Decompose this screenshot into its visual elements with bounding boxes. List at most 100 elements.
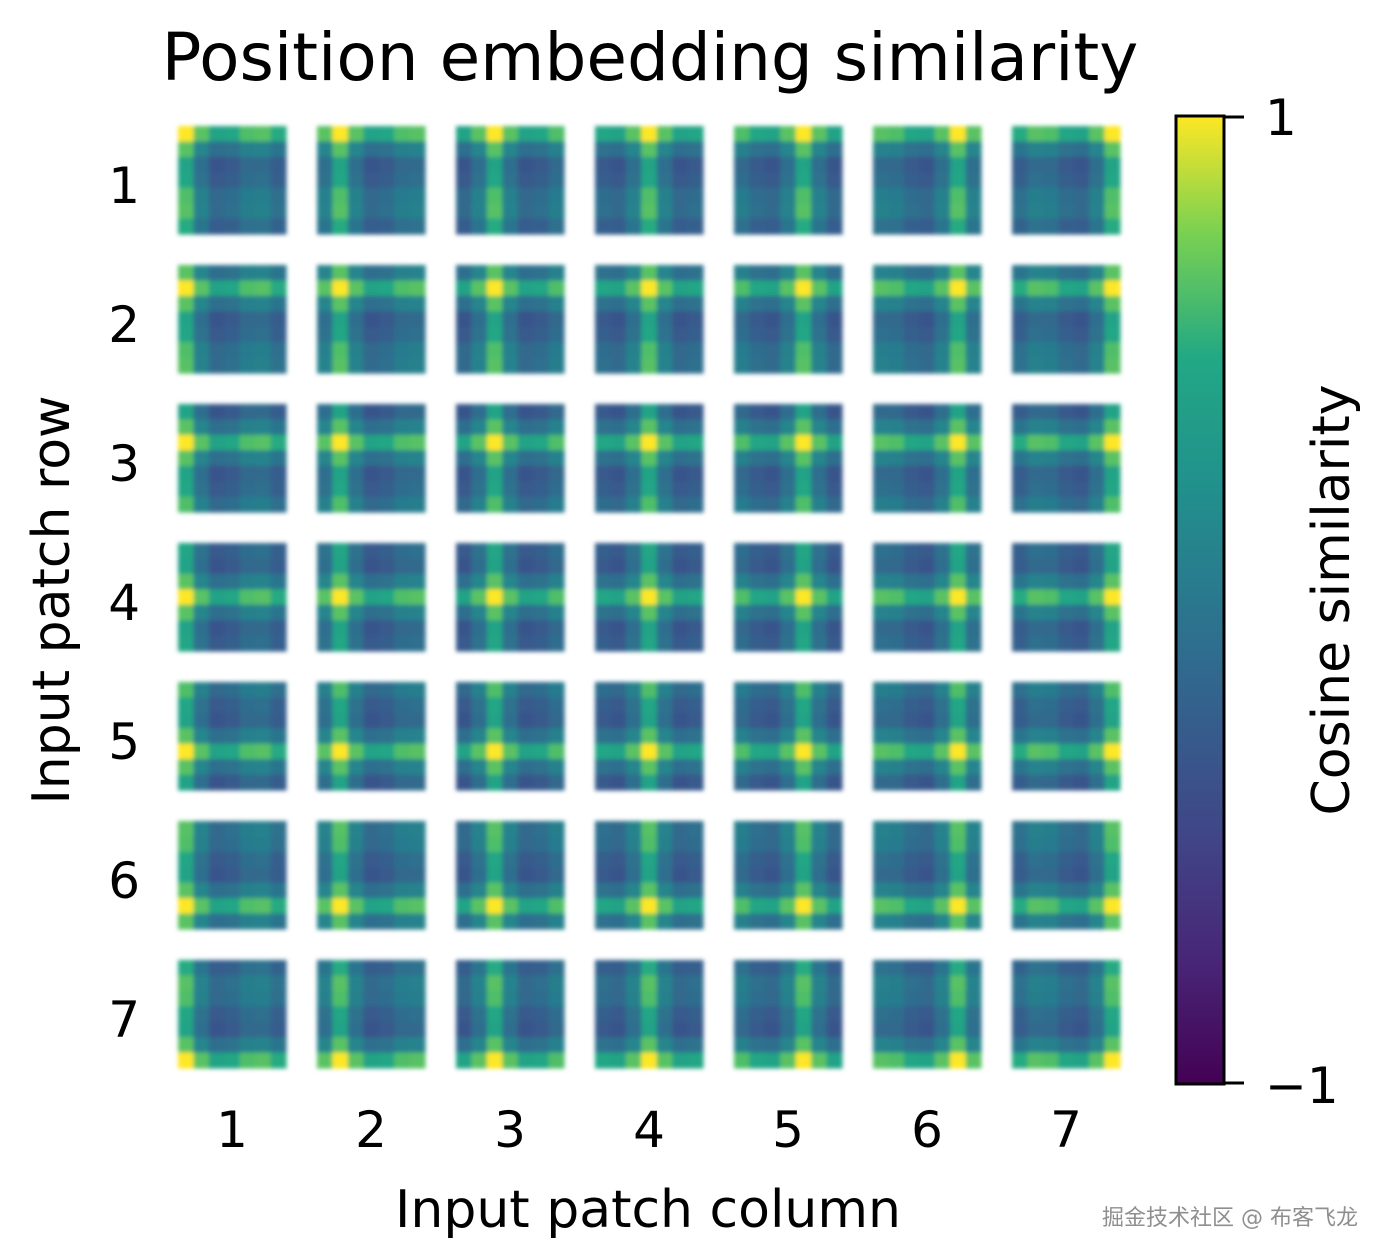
heatmap-pixel <box>1058 543 1075 560</box>
heatmap-pixel <box>456 743 473 760</box>
heatmap-pixel <box>193 543 210 560</box>
heatmap-pixel <box>1042 898 1059 915</box>
heatmap-pixel <box>533 573 550 590</box>
heatmap-pixel <box>965 712 982 729</box>
subplot-r4-c3 <box>456 543 565 652</box>
heatmap-pixel <box>764 1021 781 1038</box>
heatmap-pixel <box>934 311 951 328</box>
heatmap-pixel <box>934 265 951 282</box>
heatmap-pixel <box>1042 203 1059 220</box>
heatmap-pixel <box>517 635 534 652</box>
heatmap-pixel <box>317 604 334 621</box>
heatmap-pixel <box>795 404 812 421</box>
heatmap-pixel <box>224 218 241 235</box>
heatmap-pixel <box>533 960 550 977</box>
heatmap-pixel <box>347 218 364 235</box>
heatmap-pixel <box>610 342 627 359</box>
heatmap-pixel <box>687 342 704 359</box>
heatmap-pixel <box>672 913 689 930</box>
heatmap-pixel <box>950 913 967 930</box>
heatmap-pixel <box>1073 774 1090 791</box>
heatmap-pixel <box>178 295 195 312</box>
heatmap-pixel <box>888 450 905 467</box>
heatmap-pixel <box>193 156 210 173</box>
heatmap-pixel <box>224 620 241 637</box>
heatmap-pixel <box>378 141 395 158</box>
heatmap-pixel <box>332 604 349 621</box>
heatmap-pixel <box>826 975 843 992</box>
heatmap-pixel <box>533 774 550 791</box>
heatmap-pixel <box>486 774 503 791</box>
heatmap-pixel <box>1104 465 1121 482</box>
heatmap-pixel <box>687 728 704 745</box>
heatmap-pixel <box>1104 265 1121 282</box>
heatmap-pixel <box>270 774 287 791</box>
heatmap-pixel <box>255 1052 272 1069</box>
heatmap-pixel <box>641 635 658 652</box>
heatmap-pixel <box>764 558 781 575</box>
heatmap-pixel <box>641 898 658 915</box>
heatmap-pixel <box>517 465 534 482</box>
heatmap-pixel <box>625 203 642 220</box>
heatmap-pixel <box>255 434 272 451</box>
heatmap-pixel <box>1027 481 1044 498</box>
heatmap-pixel <box>919 867 936 884</box>
heatmap-pixel <box>471 496 488 513</box>
heatmap-pixel <box>888 682 905 699</box>
heatmap-pixel <box>1058 1052 1075 1069</box>
heatmap-pixel <box>1042 326 1059 343</box>
heatmap-pixel <box>919 558 936 575</box>
heatmap-pixel <box>641 558 658 575</box>
heatmap-pixel <box>919 295 936 312</box>
heatmap-pixel <box>903 867 920 884</box>
heatmap-pixel <box>193 913 210 930</box>
heatmap-pixel <box>873 357 890 374</box>
heatmap-pixel <box>595 156 612 173</box>
heatmap-pixel <box>641 419 658 436</box>
x-axis-label: Input patch column <box>395 1180 901 1240</box>
heatmap-pixel <box>378 712 395 729</box>
heatmap-pixel <box>1027 280 1044 297</box>
heatmap-pixel <box>780 604 797 621</box>
heatmap-pixel <box>780 419 797 436</box>
heatmap-pixel <box>749 836 766 853</box>
heatmap-pixel <box>502 743 519 760</box>
heatmap-pixel <box>378 604 395 621</box>
heatmap-pixel <box>208 326 225 343</box>
heatmap-pixel <box>1027 743 1044 760</box>
heatmap-pixel <box>1089 882 1106 899</box>
heatmap-pixel <box>1089 1006 1106 1023</box>
heatmap-pixel <box>873 419 890 436</box>
heatmap-pixel <box>548 836 565 853</box>
heatmap-pixel <box>1012 851 1029 868</box>
heatmap-pixel <box>502 821 519 838</box>
heatmap-pixel <box>502 481 519 498</box>
heatmap-pixel <box>826 543 843 560</box>
heatmap-pixel <box>795 774 812 791</box>
heatmap-pixel <box>1027 867 1044 884</box>
heatmap-pixel <box>363 342 380 359</box>
heatmap-pixel <box>378 975 395 992</box>
heatmap-pixel <box>409 265 426 282</box>
heatmap-pixel <box>270 573 287 590</box>
heatmap-pixel <box>873 774 890 791</box>
heatmap-pixel <box>919 990 936 1007</box>
heatmap-pixel <box>471 203 488 220</box>
heatmap-pixel <box>224 126 241 143</box>
heatmap-pixel <box>255 573 272 590</box>
heatmap-pixel <box>332 326 349 343</box>
heatmap-pixel <box>502 635 519 652</box>
heatmap-pixel <box>780 172 797 189</box>
heatmap-pixel <box>903 450 920 467</box>
heatmap-pixel <box>224 960 241 977</box>
heatmap-pixel <box>780 759 797 776</box>
heatmap-pixel <box>888 295 905 312</box>
heatmap-pixel <box>1089 295 1106 312</box>
heatmap-pixel <box>903 1037 920 1054</box>
heatmap-pixel <box>239 635 256 652</box>
heatmap-pixel <box>749 280 766 297</box>
heatmap-pixel <box>934 1052 951 1069</box>
heatmap-pixel <box>517 558 534 575</box>
heatmap-pixel <box>1104 156 1121 173</box>
heatmap-pixel <box>208 280 225 297</box>
